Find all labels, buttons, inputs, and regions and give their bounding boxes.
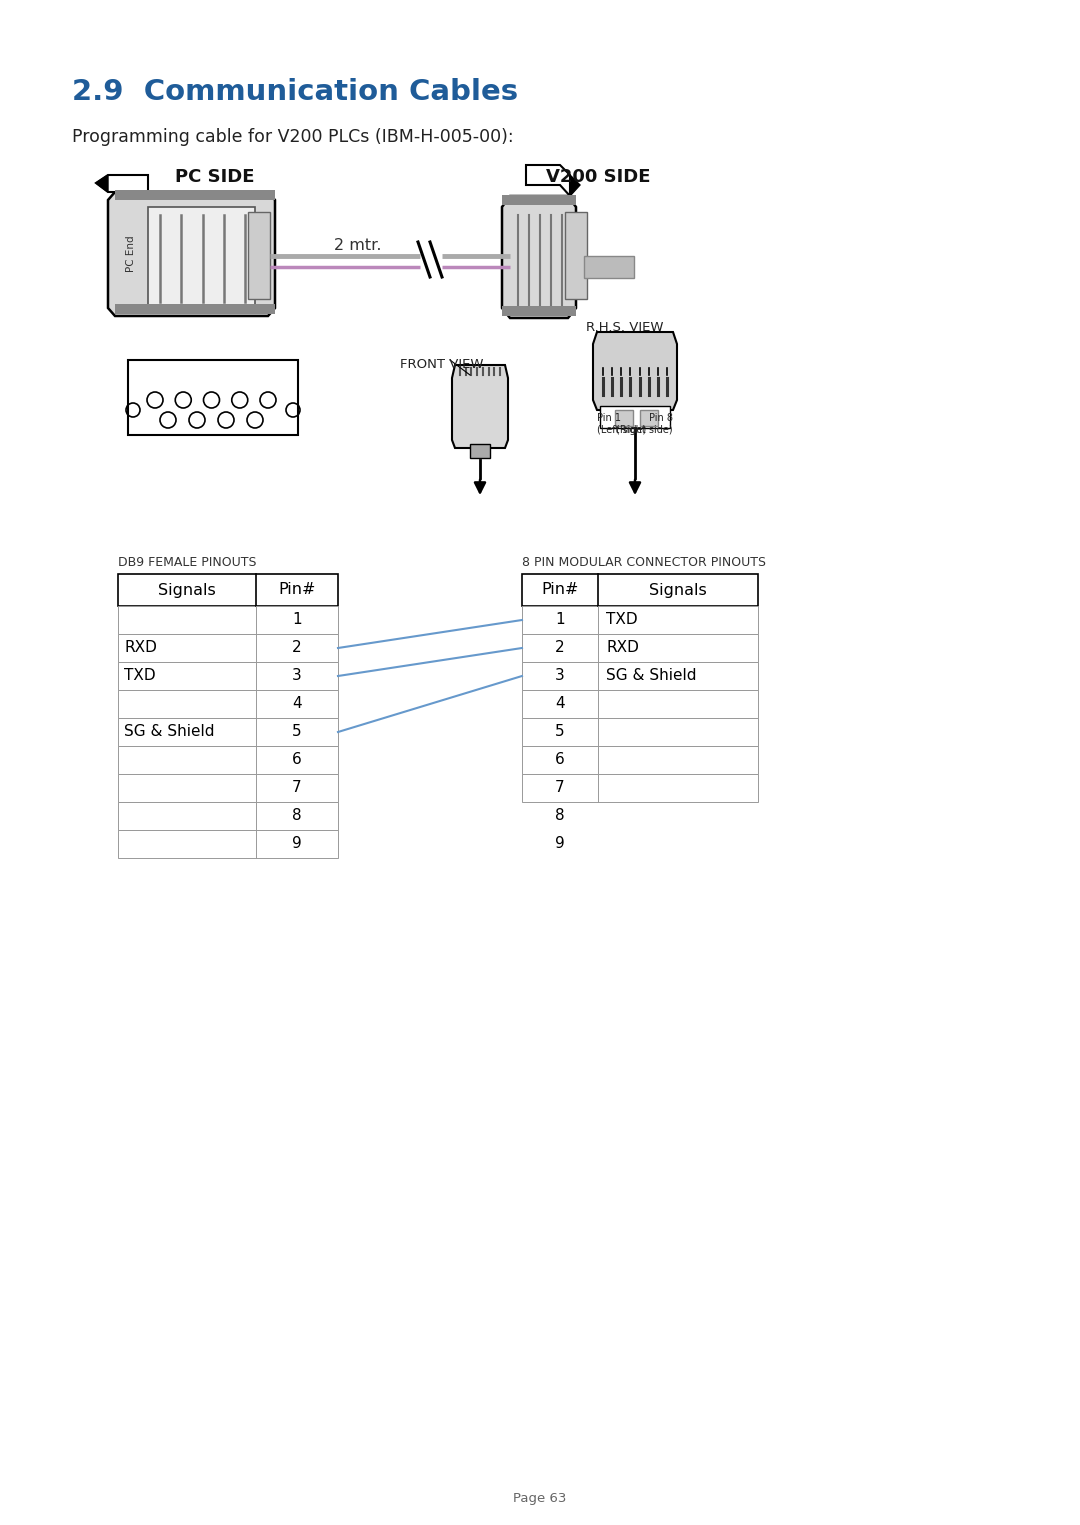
- Bar: [118, 689, 338, 718]
- Bar: [584, 256, 634, 278]
- Polygon shape: [502, 197, 576, 319]
- Bar: [522, 573, 758, 605]
- Bar: [118, 746, 338, 775]
- Text: 6: 6: [292, 752, 302, 767]
- Polygon shape: [96, 175, 148, 192]
- Bar: [522, 775, 758, 802]
- Text: 4: 4: [293, 697, 301, 712]
- Bar: [522, 634, 758, 662]
- Text: TXD: TXD: [124, 668, 156, 683]
- Polygon shape: [96, 175, 108, 192]
- Bar: [522, 605, 758, 634]
- Polygon shape: [453, 364, 508, 448]
- Bar: [522, 662, 758, 689]
- Text: Pin#: Pin#: [541, 583, 579, 598]
- Text: SG & Shield: SG & Shield: [606, 668, 697, 683]
- Text: 6: 6: [555, 752, 565, 767]
- Text: 7: 7: [293, 781, 301, 796]
- Text: 2: 2: [555, 640, 565, 656]
- Bar: [114, 191, 275, 200]
- Text: RXD: RXD: [606, 640, 639, 656]
- Text: 4: 4: [555, 697, 565, 712]
- Text: 8 PIN MODULAR CONNECTOR PINOUTS: 8 PIN MODULAR CONNECTOR PINOUTS: [522, 557, 766, 569]
- Text: RXD: RXD: [124, 640, 157, 656]
- Bar: [129, 360, 298, 435]
- Text: V200 SIDE: V200 SIDE: [545, 168, 650, 186]
- Polygon shape: [570, 175, 580, 197]
- Bar: [118, 605, 338, 634]
- Text: 9: 9: [292, 837, 302, 851]
- Text: PC SIDE: PC SIDE: [175, 168, 255, 186]
- Text: Programming cable for V200 PLCs (IBM-H-005-00):: Programming cable for V200 PLCs (IBM-H-0…: [72, 128, 514, 146]
- Text: PC End: PC End: [126, 236, 136, 273]
- Text: 3: 3: [292, 668, 302, 683]
- Polygon shape: [593, 332, 677, 410]
- Text: 3: 3: [555, 668, 565, 683]
- Text: FRONT VIEW: FRONT VIEW: [400, 358, 484, 371]
- Text: 9: 9: [555, 837, 565, 851]
- Text: DB9 FEMALE PINOUTS: DB9 FEMALE PINOUTS: [118, 557, 257, 569]
- Text: Page 63: Page 63: [513, 1491, 567, 1505]
- Bar: [640, 410, 658, 425]
- Text: TXD: TXD: [606, 613, 637, 627]
- Polygon shape: [526, 165, 570, 197]
- Text: 7: 7: [555, 781, 565, 796]
- Bar: [600, 406, 670, 429]
- Polygon shape: [108, 192, 275, 316]
- Text: 2: 2: [293, 640, 301, 656]
- Text: 5: 5: [293, 724, 301, 740]
- Bar: [615, 410, 633, 425]
- Text: 2.9  Communication Cables: 2.9 Communication Cables: [72, 78, 518, 107]
- Bar: [118, 634, 338, 662]
- Bar: [470, 444, 490, 458]
- Bar: [118, 662, 338, 689]
- Text: SG & Shield: SG & Shield: [124, 724, 215, 740]
- Bar: [118, 718, 338, 746]
- Bar: [522, 746, 758, 775]
- Bar: [114, 303, 275, 314]
- Text: 8: 8: [293, 808, 301, 824]
- Text: Signals: Signals: [158, 583, 216, 598]
- Bar: [502, 195, 576, 204]
- Text: Pin#: Pin#: [279, 583, 315, 598]
- Bar: [565, 212, 588, 299]
- Bar: [502, 307, 576, 316]
- Text: 5: 5: [555, 724, 565, 740]
- Bar: [522, 718, 758, 746]
- Text: Pin 8
(Right side): Pin 8 (Right side): [617, 413, 673, 435]
- Text: Signals: Signals: [649, 583, 707, 598]
- Bar: [118, 830, 338, 859]
- Bar: [148, 207, 255, 305]
- Bar: [118, 802, 338, 830]
- Text: 2 mtr.: 2 mtr.: [334, 238, 381, 253]
- Bar: [118, 573, 338, 605]
- Text: Pin 1
(Left side): Pin 1 (Left side): [597, 413, 646, 435]
- Bar: [248, 212, 270, 299]
- Text: R.H.S. VIEW: R.H.S. VIEW: [586, 320, 664, 334]
- Text: 1: 1: [555, 613, 565, 627]
- Bar: [522, 689, 758, 718]
- Bar: [118, 775, 338, 802]
- Text: 1: 1: [293, 613, 301, 627]
- Text: 8: 8: [555, 808, 565, 824]
